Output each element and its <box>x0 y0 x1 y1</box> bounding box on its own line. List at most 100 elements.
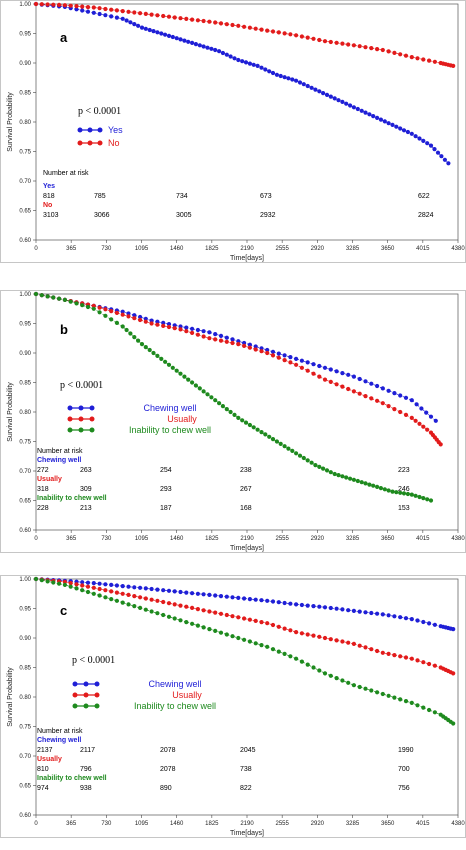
risk-count: 622 <box>418 193 430 200</box>
data-point <box>270 437 276 442</box>
data-point <box>253 26 258 31</box>
data-point <box>313 87 318 92</box>
legend-marker <box>97 127 103 133</box>
data-point <box>451 671 456 676</box>
y-tick-label: 1.00 <box>19 577 31 583</box>
x-tick-label: 1825 <box>205 246 219 252</box>
data-point <box>294 451 299 456</box>
data-point <box>425 141 430 146</box>
x-tick-label: 1095 <box>135 246 149 252</box>
data-point <box>242 343 247 348</box>
data-point <box>39 2 44 7</box>
x-tick-label: 1825 <box>205 536 219 542</box>
data-point <box>45 579 50 584</box>
data-point <box>317 634 322 639</box>
data-point <box>297 80 303 85</box>
data-point <box>166 324 172 330</box>
data-point <box>415 658 420 663</box>
data-point <box>126 314 131 319</box>
data-point <box>371 483 376 488</box>
data-point <box>265 621 270 626</box>
y-tick-label: 0.75 <box>19 150 31 156</box>
x-tick-label: 365 <box>66 821 77 827</box>
legend-marker <box>78 405 84 411</box>
data-point <box>159 356 164 361</box>
data-point <box>451 627 456 632</box>
data-point <box>132 585 137 590</box>
data-point <box>282 353 287 358</box>
data-point <box>103 582 108 587</box>
data-point <box>178 324 183 329</box>
data-point <box>172 323 177 328</box>
data-point <box>201 44 206 49</box>
data-point <box>270 349 276 354</box>
x-tick-label: 1095 <box>135 536 149 542</box>
risk-count: 153 <box>398 505 410 512</box>
data-point <box>172 15 177 20</box>
data-point <box>309 460 314 465</box>
data-point <box>213 20 218 25</box>
data-point <box>386 651 391 656</box>
data-point <box>126 592 131 597</box>
series-line <box>35 578 454 674</box>
risk-count: 254 <box>160 467 172 474</box>
chart-panel-a: 0.60 0.65 0.70 0.75 0.80 0.85 0.90 0.95 1.00 0 365… <box>0 0 466 263</box>
data-point <box>201 608 206 613</box>
data-point <box>369 688 374 693</box>
data-point <box>311 36 316 41</box>
x-tick-label: 2555 <box>275 536 289 542</box>
data-point <box>276 30 281 35</box>
risk-count: 1990 <box>398 747 414 754</box>
data-point <box>282 358 287 363</box>
data-point <box>228 54 233 59</box>
data-point <box>166 322 172 327</box>
data-point <box>286 446 291 451</box>
risk-group-name: Yes <box>43 183 55 190</box>
data-point <box>425 427 430 432</box>
data-point <box>328 39 333 45</box>
data-point <box>348 476 353 481</box>
data-point <box>351 389 356 394</box>
legend-label: Usually <box>167 414 197 424</box>
data-point <box>357 609 362 614</box>
data-point <box>409 617 414 622</box>
data-point <box>253 344 258 349</box>
data-point <box>51 2 56 7</box>
data-point <box>348 103 353 108</box>
data-point <box>259 620 264 625</box>
y-tick-label: 1.00 <box>19 292 31 298</box>
risk-table-title: Number at risk <box>37 728 83 735</box>
risk-count: 822 <box>240 785 252 792</box>
data-point <box>311 633 316 638</box>
data-point <box>290 77 295 82</box>
data-point <box>334 676 339 681</box>
data-point <box>190 330 195 335</box>
data-point <box>172 589 177 594</box>
data-point <box>195 607 200 612</box>
data-point <box>451 63 456 68</box>
x-tick-label: 4380 <box>451 246 465 252</box>
data-point <box>184 604 189 609</box>
data-point <box>259 349 264 354</box>
x-tick-label: 4380 <box>451 821 465 827</box>
y-tick-label: 0.60 <box>19 238 31 244</box>
data-point <box>209 46 214 51</box>
y-tick-label: 0.85 <box>19 666 31 672</box>
data-point <box>91 5 96 10</box>
series-line <box>35 293 441 445</box>
data-point <box>265 28 270 33</box>
data-point <box>380 612 385 617</box>
data-point <box>398 490 403 495</box>
data-point <box>251 62 256 67</box>
data-point <box>294 602 299 607</box>
data-point <box>328 379 333 384</box>
legend-marker <box>72 681 78 687</box>
data-point <box>427 58 432 63</box>
legend-marker <box>78 416 84 422</box>
data-point <box>334 382 339 387</box>
x-tick-label: 2920 <box>311 246 325 252</box>
data-point <box>398 409 403 415</box>
risk-count: 3066 <box>94 212 110 219</box>
data-point <box>336 473 341 478</box>
data-point <box>328 605 333 611</box>
